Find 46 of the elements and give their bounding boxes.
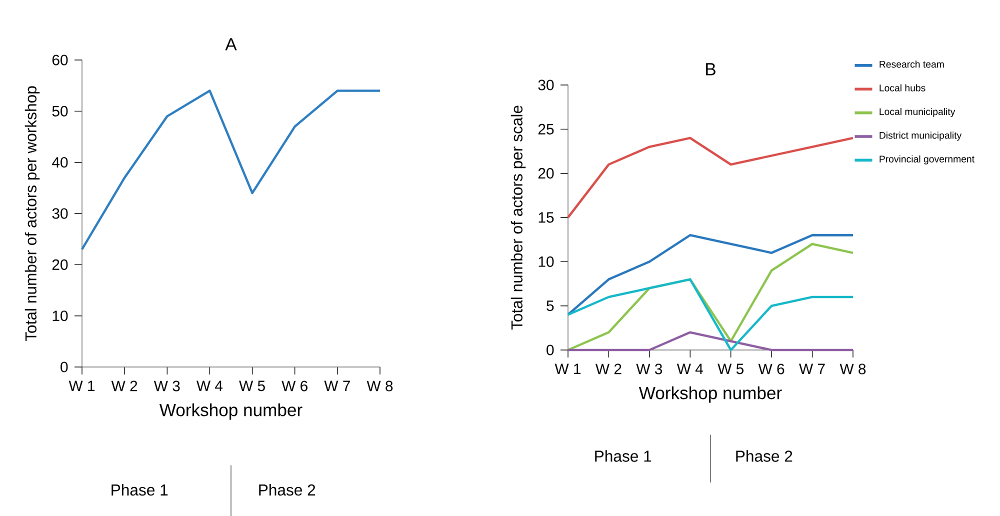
x-tick-label: W 4 xyxy=(676,364,703,374)
y-tick-label: 60 xyxy=(52,54,68,66)
x-tick-label: W 6 xyxy=(758,364,784,374)
legend-label: Research team xyxy=(880,60,944,68)
x-axis-title: Workshop number xyxy=(638,386,782,403)
x-tick-label: W 2 xyxy=(595,364,622,374)
x-tick-label: W 5 xyxy=(718,364,744,374)
y-tick-label: 0 xyxy=(546,344,554,356)
legend-label: Provincial government xyxy=(880,155,974,164)
y-tick-label: 0 xyxy=(60,362,68,372)
x-tick-label: W 5 xyxy=(239,380,265,392)
text: Phase 2 xyxy=(259,484,316,496)
legend-label: District municipality xyxy=(880,132,962,141)
x-tick-label: W 8 xyxy=(366,380,393,392)
y-axis-title: Total number of actors per workshop xyxy=(24,86,40,342)
text: Phase 1 xyxy=(595,450,652,462)
chart-title: B xyxy=(706,63,716,76)
y-tick-label: 30 xyxy=(538,80,554,90)
x-tick-label: W 6 xyxy=(282,380,308,392)
x-tick-label: W 1 xyxy=(68,380,95,391)
x-tick-label: W 3 xyxy=(636,364,662,374)
x-tick-label: W 8 xyxy=(840,364,866,374)
chart-title: A xyxy=(225,38,237,50)
y-tick-label: 20 xyxy=(52,259,68,270)
y-tick-label: 15 xyxy=(538,212,554,223)
text: Phase 2 xyxy=(736,450,792,462)
y-tick-label: 10 xyxy=(52,310,68,322)
x-tick-label: W 3 xyxy=(154,380,180,392)
x-tick-label: W 7 xyxy=(799,364,825,374)
y-tick-label: 20 xyxy=(538,168,554,179)
x-tick-label: W 7 xyxy=(324,380,350,391)
text: Phase 1 xyxy=(112,484,168,496)
legend-label: Local hubs xyxy=(880,84,926,92)
x-axis-title: Workshop number xyxy=(159,403,302,420)
line-series xyxy=(80,90,382,250)
x-tick-label: W 1 xyxy=(554,364,581,374)
y-tick-label: 5 xyxy=(546,300,554,312)
y-tick-label: 50 xyxy=(52,106,68,116)
x-tick-label: W 2 xyxy=(111,380,138,392)
y-tick-label: 40 xyxy=(52,157,68,168)
x-tick-label: W 4 xyxy=(196,380,223,391)
legend-label: Local municipality xyxy=(880,108,956,117)
y-axis-title: Total number of actors per scale xyxy=(510,106,526,330)
y-tick-label: 25 xyxy=(538,124,554,134)
y-tick-label: 30 xyxy=(52,208,68,219)
y-tick-label: 10 xyxy=(538,256,554,267)
